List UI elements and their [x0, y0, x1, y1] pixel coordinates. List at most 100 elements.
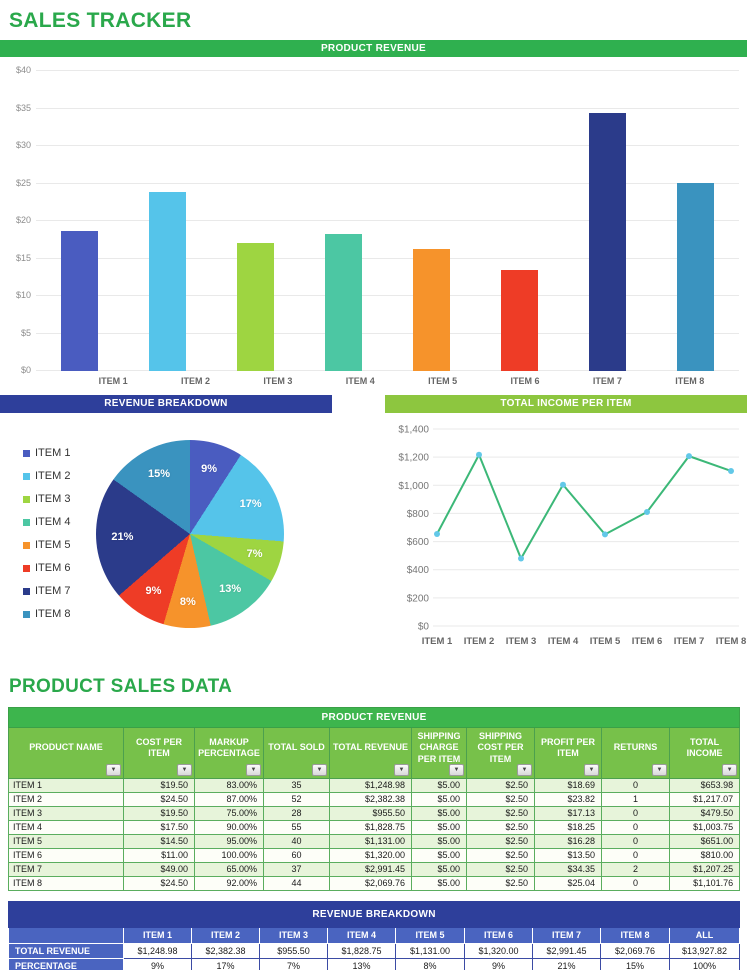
cell[interactable]: $13.50 — [534, 847, 602, 863]
cell[interactable]: $2.50 — [466, 791, 535, 807]
cell[interactable]: $2.50 — [466, 777, 535, 793]
filter-dropdown-button[interactable]: ▼ — [177, 763, 192, 776]
filter-dropdown-button[interactable]: ▼ — [312, 763, 327, 776]
filter-dropdown-button[interactable]: ▼ — [449, 763, 464, 776]
cell[interactable]: $5.00 — [411, 791, 467, 807]
cell[interactable]: ITEM 6 — [8, 847, 124, 863]
cell[interactable]: $651.00 — [668, 833, 741, 849]
filter-dropdown-button[interactable]: ▼ — [722, 763, 738, 776]
filter-dropdown-button[interactable]: ▼ — [584, 763, 599, 776]
cell[interactable]: ITEM 3 — [8, 805, 124, 821]
cell[interactable]: 40 — [263, 833, 330, 849]
cell[interactable]: $23.82 — [534, 791, 602, 807]
cell[interactable]: 9% — [123, 957, 192, 970]
cell[interactable]: $5.00 — [411, 861, 467, 877]
cell[interactable]: $17.13 — [534, 805, 602, 821]
cell[interactable]: $5.00 — [411, 833, 467, 849]
cell[interactable]: $2,382.38 — [329, 791, 412, 807]
cell[interactable]: 35 — [263, 777, 330, 793]
cell[interactable]: 37 — [263, 861, 330, 877]
cell[interactable]: $2,382.38 — [191, 942, 260, 959]
cell[interactable]: 0 — [601, 819, 670, 835]
cell[interactable]: $1,828.75 — [329, 819, 412, 835]
cell[interactable]: 95.00% — [194, 833, 264, 849]
cell[interactable]: $1,248.98 — [329, 777, 412, 793]
cell[interactable]: $24.50 — [123, 875, 195, 891]
cell[interactable]: $14.50 — [123, 833, 195, 849]
cell[interactable]: $17.50 — [123, 819, 195, 835]
cell[interactable]: $19.50 — [123, 777, 195, 793]
cell[interactable]: $5.00 — [411, 805, 467, 821]
filter-dropdown-button[interactable]: ▼ — [652, 763, 667, 776]
cell[interactable]: 0 — [601, 805, 670, 821]
cell[interactable]: $18.25 — [534, 819, 602, 835]
cell[interactable]: 7% — [259, 957, 328, 970]
cell[interactable]: 21% — [532, 957, 601, 970]
cell[interactable]: $479.50 — [668, 805, 741, 821]
cell[interactable]: $1,131.00 — [395, 942, 465, 959]
cell[interactable]: $1,248.98 — [123, 942, 192, 959]
filter-dropdown-button[interactable]: ▼ — [246, 763, 261, 776]
cell[interactable]: $25.04 — [534, 875, 602, 891]
cell[interactable]: $1,207.25 — [668, 861, 741, 877]
cell[interactable]: ITEM 2 — [8, 791, 124, 807]
cell[interactable]: ITEM 7 — [8, 861, 124, 877]
cell[interactable]: $18.69 — [534, 777, 602, 793]
cell[interactable]: ITEM 4 — [8, 819, 124, 835]
cell[interactable]: $1,217.07 — [668, 791, 741, 807]
cell[interactable]: $5.00 — [411, 847, 467, 863]
cell[interactable]: 52 — [263, 791, 330, 807]
filter-dropdown-button[interactable]: ▼ — [394, 763, 409, 776]
cell[interactable]: $19.50 — [123, 805, 195, 821]
cell[interactable]: 0 — [601, 847, 670, 863]
cell[interactable]: $1,131.00 — [329, 833, 412, 849]
cell[interactable]: ITEM 1 — [8, 777, 124, 793]
cell[interactable]: ITEM 5 — [8, 833, 124, 849]
cell[interactable]: $1,101.76 — [668, 875, 741, 891]
cell[interactable]: 13% — [327, 957, 396, 970]
cell[interactable]: 15% — [600, 957, 670, 970]
cell[interactable]: 75.00% — [194, 805, 264, 821]
cell[interactable]: 28 — [263, 805, 330, 821]
cell[interactable]: 100% — [668, 957, 741, 970]
cell[interactable]: ITEM 8 — [8, 875, 124, 891]
cell[interactable]: $955.50 — [329, 805, 412, 821]
cell[interactable]: $1,828.75 — [327, 942, 396, 959]
filter-dropdown-button[interactable]: ▼ — [106, 763, 121, 776]
cell[interactable]: $16.28 — [534, 833, 602, 849]
cell[interactable]: $34.35 — [534, 861, 602, 877]
cell[interactable]: $13,927.82 — [668, 942, 741, 959]
cell[interactable]: 87.00% — [194, 791, 264, 807]
cell[interactable]: $2.50 — [466, 805, 535, 821]
cell[interactable]: $2,069.76 — [329, 875, 412, 891]
cell[interactable]: $2,991.45 — [532, 942, 601, 959]
cell[interactable]: 2 — [601, 861, 670, 877]
cell[interactable]: $49.00 — [123, 861, 195, 877]
cell[interactable]: $2.50 — [466, 875, 535, 891]
cell[interactable]: $1,320.00 — [329, 847, 412, 863]
cell[interactable]: 90.00% — [194, 819, 264, 835]
cell[interactable]: $2,991.45 — [329, 861, 412, 877]
cell[interactable]: $653.98 — [668, 777, 741, 793]
cell[interactable]: 83.00% — [194, 777, 264, 793]
cell[interactable]: $1,320.00 — [464, 942, 533, 959]
cell[interactable]: $5.00 — [411, 875, 467, 891]
cell[interactable]: 100.00% — [194, 847, 264, 863]
cell[interactable]: $2.50 — [466, 861, 535, 877]
cell[interactable]: 55 — [263, 819, 330, 835]
cell[interactable]: 9% — [464, 957, 533, 970]
cell[interactable]: 60 — [263, 847, 330, 863]
cell[interactable]: 44 — [263, 875, 330, 891]
cell[interactable]: $11.00 — [123, 847, 195, 863]
cell[interactable]: $2,069.76 — [600, 942, 670, 959]
cell[interactable]: $810.00 — [668, 847, 741, 863]
cell[interactable]: 8% — [395, 957, 465, 970]
cell[interactable]: $2.50 — [466, 847, 535, 863]
cell[interactable]: $24.50 — [123, 791, 195, 807]
cell[interactable]: 17% — [191, 957, 260, 970]
cell[interactable]: $2.50 — [466, 819, 535, 835]
cell[interactable]: 92.00% — [194, 875, 264, 891]
cell[interactable]: 65.00% — [194, 861, 264, 877]
cell[interactable]: 0 — [601, 875, 670, 891]
cell[interactable]: 0 — [601, 777, 670, 793]
